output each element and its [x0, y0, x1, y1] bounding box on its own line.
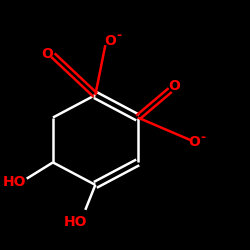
Text: O: O: [41, 47, 53, 61]
Text: O: O: [188, 135, 200, 149]
Text: HO: HO: [64, 215, 87, 229]
Text: HO: HO: [2, 176, 26, 190]
Text: -: -: [200, 131, 206, 144]
Text: O: O: [104, 34, 116, 48]
Text: -: -: [116, 29, 121, 42]
Text: O: O: [168, 79, 180, 93]
